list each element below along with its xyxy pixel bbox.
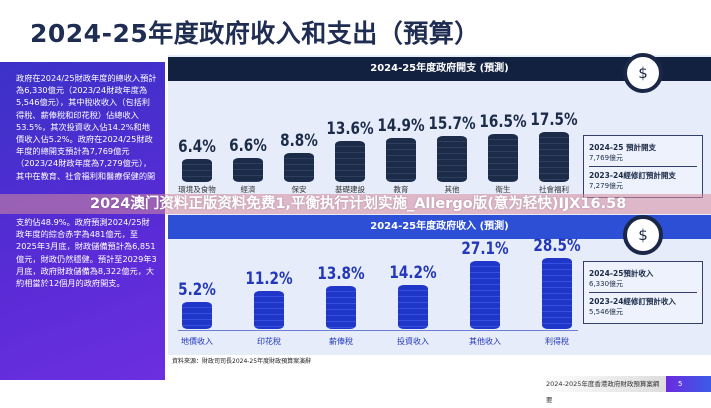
data-label: 5.2% bbox=[178, 280, 216, 301]
bar-社會福利 bbox=[539, 132, 569, 182]
revenue-chart-title: 2024-25年度政府收入 (預測) bbox=[168, 215, 711, 239]
page-title: 2024-25年度政府收入和支出（預算） bbox=[30, 19, 480, 48]
legend-label: 2024-25 預計開支 bbox=[589, 143, 657, 152]
category-label: 環境及食物 bbox=[178, 185, 216, 194]
data-label: 14.2% bbox=[389, 263, 437, 284]
legend-label: 2023-24經修訂預計收入 bbox=[589, 297, 676, 306]
expenditure-legend: 2024-25 預計開支 7,769億元 2023-24經修訂預計開支 7,279億… bbox=[583, 135, 703, 198]
bar-衛生 bbox=[488, 134, 518, 182]
data-label: 27.1% bbox=[461, 238, 509, 259]
data-label: 6.6% bbox=[229, 136, 267, 157]
revenue-baseline bbox=[178, 330, 578, 331]
category-label: 印花稅 bbox=[257, 337, 281, 346]
revenue-legend: 2024-25預計收入 6,330億元 2023-24經修訂預計收入 5,546億元 bbox=[583, 261, 703, 324]
bar-薪俸稅 bbox=[326, 285, 356, 329]
category-label: 保安 bbox=[291, 185, 307, 194]
data-label: 13.8% bbox=[317, 263, 365, 284]
legend-label: 2023-24經修訂預計開支 bbox=[589, 171, 676, 180]
data-label: 11.2% bbox=[245, 268, 293, 289]
category-label: 其他收入 bbox=[469, 337, 501, 346]
bar-印花稅 bbox=[254, 290, 284, 329]
bar-地價收入 bbox=[182, 302, 212, 329]
money-bag-wings-icon: $ bbox=[623, 53, 663, 93]
data-label: 16.5% bbox=[479, 112, 527, 133]
watermark-banner: 2024澳门资料正版资料免费1,平衡执行计划实施_Allergo版(意为轻快)I… bbox=[0, 194, 711, 214]
category-label: 教育 bbox=[393, 185, 409, 194]
data-label: 13.6% bbox=[326, 119, 374, 140]
expenditure-chart-title: 2024-25年度政府開支 (預測) bbox=[168, 57, 711, 81]
page-number: 5 bbox=[666, 376, 711, 392]
summary-panel: 政府在2024/25財政年度的總收入預計為6,330億元（2023/24財政年度… bbox=[0, 62, 165, 380]
bar-其他收入 bbox=[470, 260, 500, 329]
data-label: 28.5% bbox=[533, 235, 581, 256]
data-label: 6.4% bbox=[178, 136, 216, 157]
piggy-bank-icon: $ bbox=[623, 215, 663, 255]
legend-value: 7,769億元 bbox=[589, 154, 624, 162]
bar-保安 bbox=[284, 152, 314, 182]
summary-text: 政府在2024/25財政年度的總收入預計為6,330億元（2023/24財政年度… bbox=[16, 73, 157, 289]
legend-value: 6,330億元 bbox=[589, 280, 624, 288]
category-label: 地價收入 bbox=[181, 337, 213, 346]
data-label: 17.5% bbox=[530, 110, 578, 130]
category-label: 薪俸稅 bbox=[329, 337, 353, 346]
category-label: 基礎建設 bbox=[335, 185, 365, 194]
category-label: 投資收入 bbox=[397, 337, 429, 346]
bar-利得稅 bbox=[542, 257, 572, 329]
bar-基礎建設 bbox=[335, 141, 365, 182]
category-label: 利得稅 bbox=[545, 337, 569, 346]
legend-label: 2024-25預計收入 bbox=[589, 269, 654, 278]
bar-其他 bbox=[437, 136, 467, 182]
bar-教育 bbox=[386, 138, 416, 182]
bar-環境及食物 bbox=[182, 158, 212, 182]
legend-value: 7,279億元 bbox=[589, 182, 624, 190]
category-label: 衛生 bbox=[495, 185, 511, 194]
category-label: 社會福利 bbox=[539, 185, 569, 194]
category-label: 其他 bbox=[444, 185, 460, 194]
bar-投資收入 bbox=[398, 285, 428, 329]
footer-title: 2024-2025年度香港政府財政預算案綱要 bbox=[540, 376, 666, 404]
data-label: 8.8% bbox=[280, 130, 318, 151]
source-note: 資料來源：財政司司長2024-25年度財政預算案演辭 bbox=[172, 358, 312, 365]
category-label: 經濟 bbox=[240, 185, 256, 194]
data-label: 15.7% bbox=[428, 114, 476, 135]
data-label: 14.9% bbox=[377, 116, 425, 137]
legend-value: 5,546億元 bbox=[589, 308, 624, 316]
bar-經濟 bbox=[233, 158, 263, 182]
